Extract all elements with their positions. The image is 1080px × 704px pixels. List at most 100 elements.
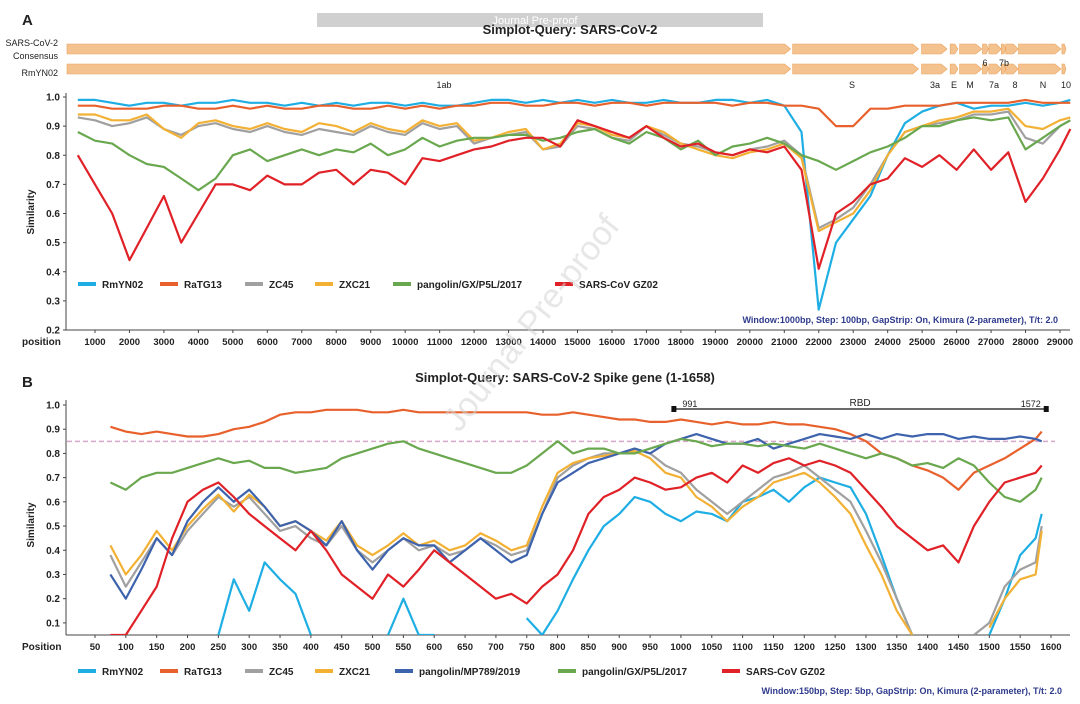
panel-a-xtick-3000: 3000 — [153, 337, 174, 348]
panel-a-xlabel: position — [22, 337, 61, 348]
rbd-bracket-start — [671, 406, 677, 412]
panel-a-letter: A — [22, 12, 33, 29]
panel-b-xtick-350: 350 — [272, 642, 288, 653]
panel-b-xtick-900: 900 — [611, 642, 627, 653]
gene-arrow-M-track-0 — [959, 43, 983, 55]
panel-b-xtick-1200: 1200 — [794, 642, 815, 653]
watermark-diagonal: Journal Pre-proof — [435, 208, 627, 439]
panel-b-legend-label-ZC45: ZC45 — [269, 667, 294, 678]
panel-b-xtick-1000: 1000 — [670, 642, 691, 653]
gene-arrow-8-track-0 — [1005, 43, 1019, 55]
gene-label-1ab: 1ab — [436, 80, 451, 90]
gene-arrow-S-track-1 — [792, 63, 920, 75]
panel-b-xtick-1350: 1350 — [886, 642, 907, 653]
panel-b-series-pangolin_GX — [109, 437, 1043, 503]
panel-b-legend-label-pangolin_GX: pangolin/GX/P5L/2017 — [582, 667, 687, 678]
panel-a-xtick-23000: 23000 — [840, 337, 866, 348]
panel-a-xtick-2000: 2000 — [119, 337, 140, 348]
gene-arrow-7b-track-1 — [1001, 63, 1007, 75]
panel-a-window-annotation: Window:1000bp, Step: 100bp, GapStrip: On… — [743, 315, 1058, 325]
panel-b-series-GZ02 — [110, 457, 1043, 635]
gene-arrow-8-track-1 — [1005, 63, 1019, 75]
panel-b-ytick-0.9: 0.9 — [46, 425, 60, 436]
panel-a-xtick-17000: 17000 — [633, 337, 659, 348]
panel-b-ytick-0.1: 0.1 — [46, 618, 60, 629]
panel-a-ytick-0.3: 0.3 — [46, 296, 60, 307]
gene-arrow-3a-track-0 — [921, 43, 948, 55]
panel-a-xtick-29000: 29000 — [1047, 337, 1073, 348]
panel-b-xtick-250: 250 — [210, 642, 226, 653]
gene-arrow-6-track-0 — [982, 43, 989, 55]
gene-label-3a: 3a — [930, 80, 940, 90]
panel-b-legend-label-ZXC21: ZXC21 — [339, 667, 371, 678]
panel-b-ytick-0.3: 0.3 — [46, 570, 60, 581]
panel-a-xtick-27000: 27000 — [978, 337, 1004, 348]
panel-b-series-ZXC21 — [109, 449, 1043, 635]
panel-b-xtick-1300: 1300 — [855, 642, 876, 653]
gene-arrow-1ab-track-1 — [66, 63, 792, 75]
panel-a-legend-label-RmYN02: RmYN02 — [102, 280, 144, 291]
panel-b-xtick-700: 700 — [488, 642, 504, 653]
panel-b-ytick-0.4: 0.4 — [46, 546, 60, 557]
panel-a-ytick-0.4: 0.4 — [46, 267, 60, 278]
panel-a-xtick-28000: 28000 — [1012, 337, 1038, 348]
panel-b-title: Simplot-Query: SARS-CoV-2 Spike gene (1-… — [415, 370, 715, 385]
panel-a-xtick-14000: 14000 — [530, 337, 556, 348]
panel-a-legend-label-ZC45: ZC45 — [269, 280, 294, 291]
panel-a-ytick-0.2: 0.2 — [46, 326, 60, 337]
panel-a-xtick-12000: 12000 — [461, 337, 487, 348]
panel-a-legend-label-RaTG13: RaTG13 — [184, 280, 222, 291]
panel-a-legend: RmYN02 RaTG13 ZC45 ZXC21 pangolin/GX/P5L/201… — [78, 280, 658, 291]
panel-a-xtick-25000: 25000 — [909, 337, 935, 348]
panel-b-xtick-950: 950 — [642, 642, 658, 653]
panel-b-xtick-150: 150 — [149, 642, 165, 653]
panel-b-legend-label-pangolin_MP789: pangolin/MP789/2019 — [419, 667, 521, 678]
gene-label-8: 8 — [1012, 80, 1017, 90]
gene-label-S: S — [849, 80, 855, 90]
gene-arrow-3a-track-1 — [921, 63, 948, 75]
panel-a-xtick-10000: 10000 — [392, 337, 418, 348]
panel-a-xtick-18000: 18000 — [668, 337, 694, 348]
panel-a-ytick-1.0: 1.0 — [46, 93, 60, 104]
rbd-end-label: 1572 — [1021, 399, 1041, 409]
panel-a-ytick-0.6: 0.6 — [46, 209, 60, 220]
panel-b-ytick-0.6: 0.6 — [46, 497, 60, 508]
gene-arrow-1ab-track-0 — [66, 43, 792, 55]
panel-b-xtick-1100: 1100 — [732, 642, 753, 653]
panel-b-xtick-1250: 1250 — [825, 642, 846, 653]
panel-a-series-GZ02 — [76, 119, 1072, 270]
panel-a-legend-label-pangolin_GX: pangolin/GX/P5L/2017 — [417, 280, 522, 291]
panel-b-letter: B — [22, 374, 33, 391]
panel-a-xtick-1000: 1000 — [84, 337, 105, 348]
panel-b-legend-label-GZ02: SARS-CoV GZ02 — [746, 667, 825, 678]
panel-a-xtick-6000: 6000 — [257, 337, 278, 348]
panel-b-ytick-0.8: 0.8 — [46, 449, 60, 460]
track-label-sars-cov-2: SARS-CoV-2 — [5, 38, 58, 48]
panel-b-xlabel: Position — [22, 642, 61, 653]
panel-a-ytick-0.7: 0.7 — [46, 180, 60, 191]
gene-arrow-S-track-0 — [792, 43, 920, 55]
panel-b-window-annotation: Window:150bp, Step: 5bp, GapStrip: On, K… — [762, 686, 1062, 696]
gene-arrow-N-track-0 — [1018, 43, 1062, 55]
panel-a-xtick-22000: 22000 — [806, 337, 832, 348]
panel-a-xtick-16000: 16000 — [599, 337, 625, 348]
gene-arrow-M-track-1 — [959, 63, 983, 75]
panel-a-xtick-15000: 15000 — [564, 337, 590, 348]
panel-b-series-RmYN02 — [217, 476, 1043, 635]
panel-b-xtick-300: 300 — [241, 642, 257, 653]
gene-arrow-10-track-0 — [1061, 43, 1067, 55]
panel-b-xtick-1050: 1050 — [701, 642, 722, 653]
rbd-bracket-end — [1043, 406, 1049, 412]
panel-b-xtick-800: 800 — [550, 642, 566, 653]
panel-b-xtick-650: 650 — [457, 642, 473, 653]
panel-b-xtick-500: 500 — [365, 642, 381, 653]
panel-a-legend-label-GZ02: SARS-CoV GZ02 — [579, 280, 658, 291]
panel-a-legend-label-ZXC21: ZXC21 — [339, 280, 371, 291]
track-label-consensus: Consensus — [13, 51, 59, 61]
panel-a-xtick-4000: 4000 — [188, 337, 209, 348]
panel-a-series-ZC45 — [77, 110, 1071, 230]
panel-a-xtick-21000: 21000 — [771, 337, 797, 348]
rbd-start-label: 991 — [682, 399, 697, 409]
panel-a-xtick-9000: 9000 — [360, 337, 381, 348]
panel-b-series-group — [109, 408, 1043, 635]
